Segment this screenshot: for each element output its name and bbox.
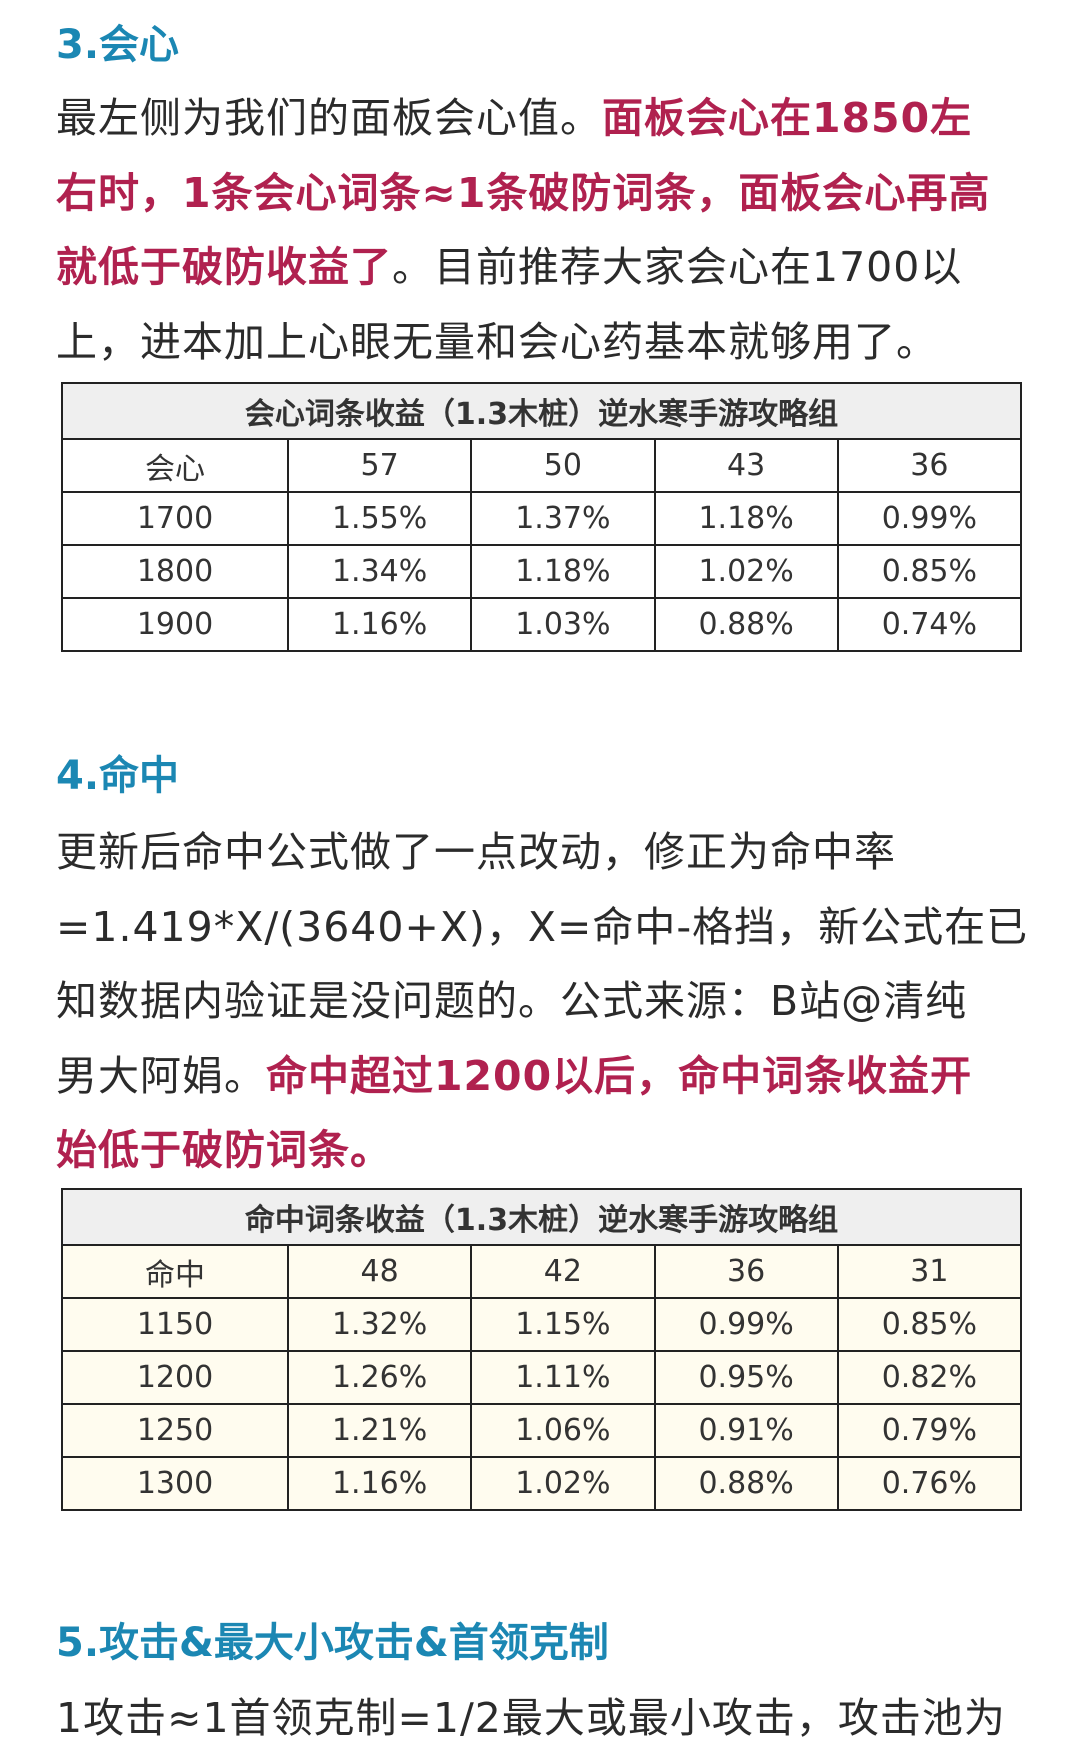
text-line: 知数据内验证是没问题的。公式来源：B站@清纯 xyxy=(56,964,1036,1039)
header-cell: 43 xyxy=(653,438,839,493)
crit-table: 会心词条收益（1.3木桩）逆水寒手游攻略组 会心 57 50 43 36 1700 1.55%… xyxy=(61,382,1023,652)
value-cell: 0.82% xyxy=(836,1350,1023,1405)
body-text: 最左侧为我们的面板会心值。 xyxy=(56,94,602,142)
body-text: 。目前推荐大家会心在1700以 xyxy=(392,243,963,291)
table-row: 1200 1.26% 1.11% 0.95% 0.82% xyxy=(61,1350,1023,1405)
value-cell: 1.26% xyxy=(286,1350,473,1405)
attack-paragraph: 1攻击≈1首领克制=1/2最大或最小攻击，攻击池为 xyxy=(56,1681,1036,1756)
hit-paragraph: 更新后命中公式做了一点改动，修正为命中率 =1.419*X/(3640+X)，X=… xyxy=(56,815,1036,1188)
header-cell: 会心 xyxy=(61,438,289,493)
value-cell: 1.32% xyxy=(286,1297,473,1352)
value-cell: 0.85% xyxy=(836,544,1023,599)
hit-table: 命中词条收益（1.3木桩）逆水寒手游攻略组 命中 48 42 36 31 1150 1.32%… xyxy=(61,1188,1023,1511)
table-row: 1300 1.16% 1.02% 0.88% 0.76% xyxy=(61,1456,1023,1511)
emphasis-text: 就低于破防收益了 xyxy=(56,243,392,291)
emphasis-text: 右时，1条会心词条≈1条破防词条，面板会心再高 xyxy=(56,168,991,217)
value-cell: 1.02% xyxy=(470,1456,656,1511)
table-title: 命中词条收益（1.3木桩）逆水寒手游攻略组 xyxy=(61,1188,1022,1246)
text-line: 男大阿娟。命中超过1200以后，命中词条收益开 xyxy=(56,1039,1036,1114)
text-line: 就低于破防收益了。目前推荐大家会心在1700以 xyxy=(56,230,1036,305)
header-cell: 42 xyxy=(470,1244,656,1299)
text-line: 1攻击≈1首领克制=1/2最大或最小攻击，攻击池为 xyxy=(56,1681,1036,1756)
value-cell: 1.21% xyxy=(286,1403,473,1458)
table-row: 1700 1.55% 1.37% 1.18% 0.99% xyxy=(61,491,1023,546)
row-label-cell: 1150 xyxy=(61,1297,289,1352)
header-cell: 36 xyxy=(836,438,1023,493)
value-cell: 1.16% xyxy=(286,1456,473,1511)
emphasis-text: 始低于破防词条。 xyxy=(56,1126,392,1174)
text-line: 最左侧为我们的面板会心值。面板会心在1850左 xyxy=(56,81,1036,156)
table-header-row: 命中 48 42 36 31 xyxy=(61,1244,1023,1299)
value-cell: 0.91% xyxy=(653,1403,839,1458)
table-row: 1800 1.34% 1.18% 1.02% 0.85% xyxy=(61,544,1023,599)
text-line: =1.419*X/(3640+X)，X=命中-格挡，新公式在已 xyxy=(56,890,1036,965)
body-text: =1.419*X/(3640+X)，X=命中-格挡，新公式在已 xyxy=(56,902,1029,951)
value-cell: 1.02% xyxy=(653,544,839,599)
header-cell: 48 xyxy=(286,1244,473,1299)
table-title: 会心词条收益（1.3木桩）逆水寒手游攻略组 xyxy=(61,382,1022,440)
row-label-cell: 1200 xyxy=(61,1350,289,1405)
value-cell: 1.15% xyxy=(470,1297,656,1352)
text-line: 始低于破防词条。 xyxy=(56,1113,1036,1188)
value-cell: 1.55% xyxy=(286,491,473,546)
value-cell: 0.88% xyxy=(653,597,839,652)
row-label-cell: 1700 xyxy=(61,491,289,546)
table-title-row: 命中词条收益（1.3木桩）逆水寒手游攻略组 xyxy=(61,1188,1022,1246)
emphasis-text: 命中超过1200以后，命中词条收益开 xyxy=(266,1051,973,1100)
table-title-row: 会心词条收益（1.3木桩）逆水寒手游攻略组 xyxy=(61,382,1022,440)
header-cell: 50 xyxy=(470,438,656,493)
crit-paragraph: 最左侧为我们的面板会心值。面板会心在1850左右时，1条会心词条≈1条破防词条，… xyxy=(56,81,1036,379)
row-label-cell: 1800 xyxy=(61,544,289,599)
value-cell: 1.06% xyxy=(470,1403,656,1458)
section-heading-attack: 5.攻击&最大小攻击&首领克制 xyxy=(56,1620,609,1666)
header-cell: 命中 xyxy=(61,1244,289,1299)
value-cell: 0.88% xyxy=(653,1456,839,1511)
table-row: 1250 1.21% 1.06% 0.91% 0.79% xyxy=(61,1403,1023,1458)
value-cell: 1.16% xyxy=(286,597,473,652)
section-heading-crit: 3.会心 xyxy=(56,22,180,68)
value-cell: 0.79% xyxy=(836,1403,1023,1458)
body-text: 更新后命中公式做了一点改动，修正为命中率 xyxy=(56,828,896,876)
value-cell: 1.34% xyxy=(286,544,473,599)
table-header-row: 会心 57 50 43 36 xyxy=(61,438,1023,493)
header-cell: 31 xyxy=(836,1244,1023,1299)
header-cell: 57 xyxy=(286,438,473,493)
body-text: 1攻击≈1首领克制=1/2最大或最小攻击，攻击池为 xyxy=(56,1694,1006,1742)
body-text: 上，进本加上心眼无量和会心药基本就够用了。 xyxy=(56,317,938,366)
body-text: 男大阿娟。 xyxy=(56,1051,266,1100)
text-line: 上，进本加上心眼无量和会心药基本就够用了。 xyxy=(56,305,1036,380)
value-cell: 1.11% xyxy=(470,1350,656,1405)
row-label-cell: 1250 xyxy=(61,1403,289,1458)
value-cell: 0.95% xyxy=(653,1350,839,1405)
body-text: 知数据内验证是没问题的。公式来源：B站@清纯 xyxy=(56,977,968,1025)
value-cell: 1.03% xyxy=(470,597,656,652)
row-label-cell: 1900 xyxy=(61,597,289,652)
value-cell: 0.85% xyxy=(836,1297,1023,1352)
value-cell: 0.76% xyxy=(836,1456,1023,1511)
value-cell: 0.99% xyxy=(653,1297,839,1352)
text-line: 右时，1条会心词条≈1条破防词条，面板会心再高 xyxy=(56,156,1036,231)
value-cell: 0.99% xyxy=(836,491,1023,546)
value-cell: 1.37% xyxy=(470,491,656,546)
value-cell: 0.74% xyxy=(836,597,1023,652)
section-heading-hit: 4.命中 xyxy=(56,753,180,799)
header-cell: 36 xyxy=(653,1244,839,1299)
value-cell: 1.18% xyxy=(470,544,656,599)
emphasis-text: 面板会心在1850左 xyxy=(602,94,973,142)
table-row: 1150 1.32% 1.15% 0.99% 0.85% xyxy=(61,1297,1023,1352)
row-label-cell: 1300 xyxy=(61,1456,289,1511)
value-cell: 1.18% xyxy=(653,491,839,546)
table-row: 1900 1.16% 1.03% 0.88% 0.74% xyxy=(61,597,1023,652)
text-line: 更新后命中公式做了一点改动，修正为命中率 xyxy=(56,815,1036,890)
